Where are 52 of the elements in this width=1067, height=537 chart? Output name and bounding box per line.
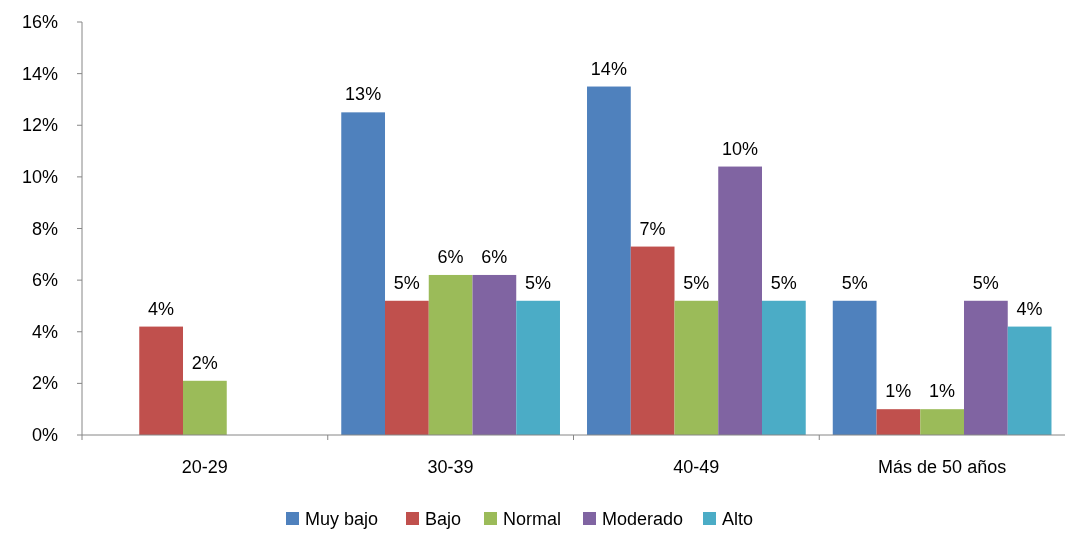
bar bbox=[183, 380, 227, 435]
y-tick-label: 8% bbox=[31, 218, 58, 239]
data-label: 1% bbox=[885, 381, 912, 402]
y-tick-label: 10% bbox=[21, 166, 58, 187]
x-tick-label: 20-29 bbox=[181, 457, 228, 477]
data-label: 5% bbox=[683, 272, 710, 293]
y-tick-label: 14% bbox=[21, 63, 58, 84]
bar bbox=[428, 274, 473, 435]
x-tick-label: Más de 50 años bbox=[878, 457, 1007, 477]
bar bbox=[587, 86, 631, 435]
bar bbox=[761, 300, 806, 435]
y-tick-label: 16% bbox=[21, 12, 58, 32]
data-label: 10% bbox=[722, 138, 759, 159]
legend-label: Moderado bbox=[602, 509, 684, 529]
bar bbox=[1007, 326, 1052, 435]
data-label: 5% bbox=[393, 272, 420, 293]
y-tick-label: 12% bbox=[21, 115, 58, 136]
x-tick-label: 30-39 bbox=[427, 457, 474, 477]
bar bbox=[472, 274, 517, 435]
data-label: 14% bbox=[590, 58, 627, 79]
data-label: 5% bbox=[525, 272, 552, 293]
data-label: 5% bbox=[972, 272, 999, 293]
bar bbox=[920, 409, 964, 435]
y-tick-label: 6% bbox=[31, 270, 58, 291]
legend-label: Normal bbox=[503, 509, 562, 529]
bar bbox=[674, 300, 719, 435]
data-label: 4% bbox=[1016, 298, 1043, 319]
bar bbox=[964, 300, 1008, 435]
data-label: 6% bbox=[481, 246, 508, 267]
legend-label: Alto bbox=[722, 509, 754, 529]
bar bbox=[139, 326, 183, 435]
y-tick-label: 2% bbox=[31, 373, 58, 394]
bar bbox=[341, 112, 386, 435]
data-label: 1% bbox=[929, 381, 956, 402]
data-label: 5% bbox=[770, 272, 797, 293]
y-tick-label: 0% bbox=[31, 425, 58, 445]
bar bbox=[832, 300, 877, 435]
x-tick-label: 40-49 bbox=[673, 457, 720, 477]
data-label: 6% bbox=[437, 246, 464, 267]
data-label: 5% bbox=[841, 272, 868, 293]
bar bbox=[630, 246, 675, 435]
bar bbox=[516, 300, 560, 435]
legend-label: Bajo bbox=[425, 509, 462, 529]
bar bbox=[385, 300, 429, 435]
bar bbox=[718, 166, 762, 435]
y-tick-label: 4% bbox=[31, 321, 58, 342]
data-label: 4% bbox=[148, 298, 175, 319]
bar bbox=[876, 409, 921, 435]
data-label: 2% bbox=[191, 352, 218, 373]
data-label: 13% bbox=[345, 84, 382, 105]
legend-label: Muy bajo bbox=[305, 509, 379, 529]
data-label: 7% bbox=[639, 218, 666, 239]
